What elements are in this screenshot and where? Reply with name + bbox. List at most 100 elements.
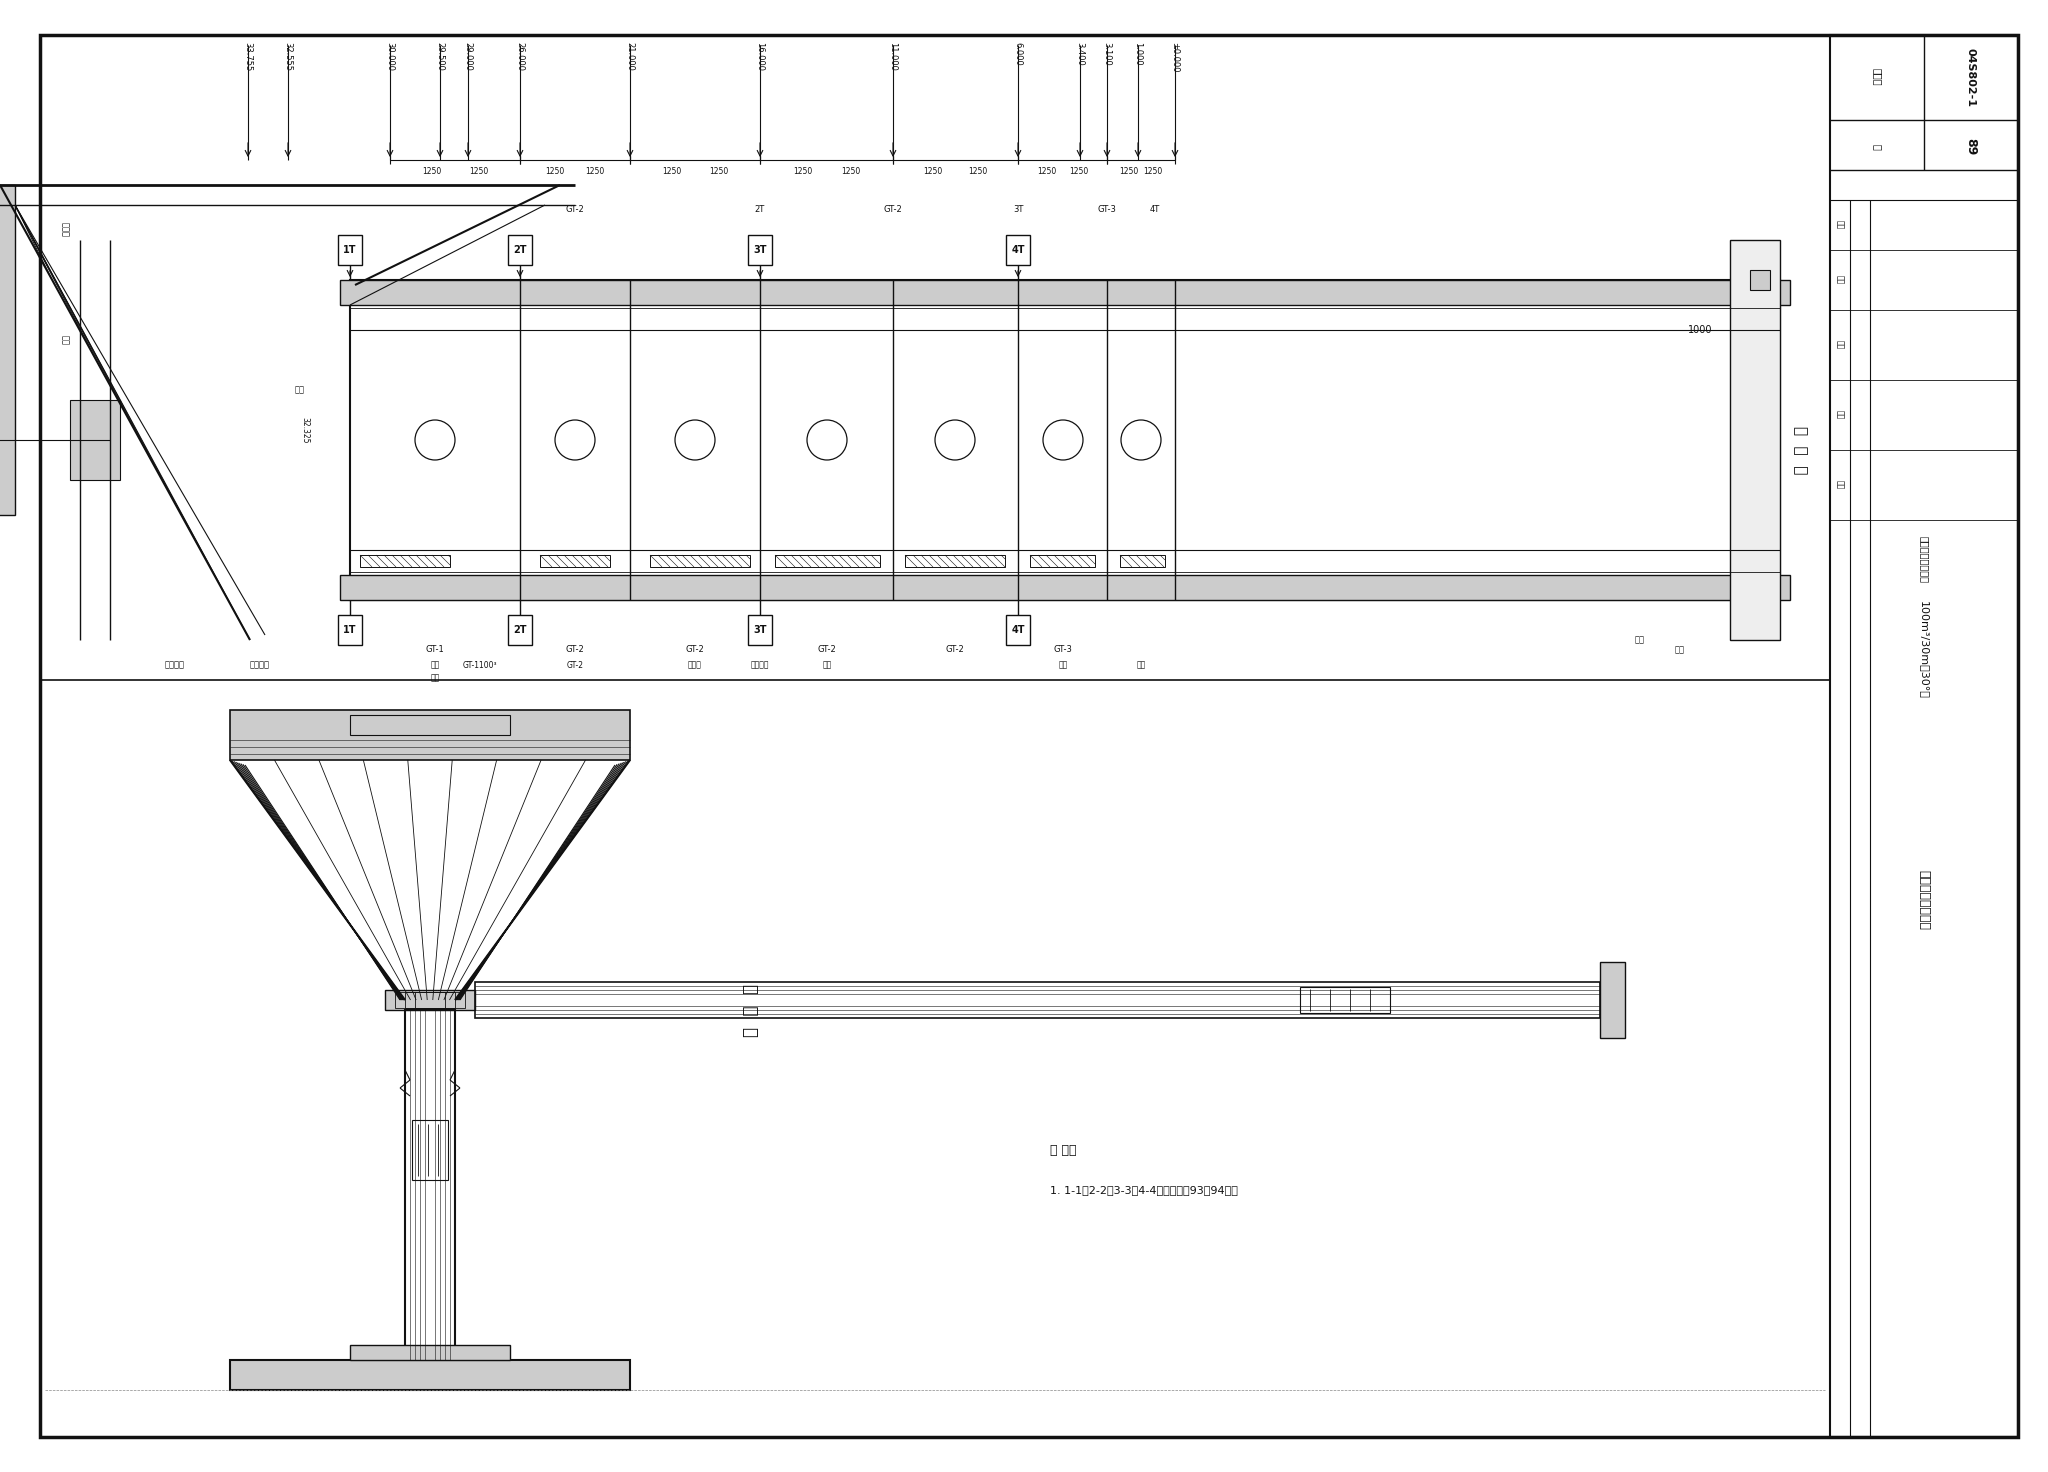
Bar [508, 236, 532, 265]
Text: 页: 页 [1872, 144, 1882, 150]
Bar [360, 555, 451, 567]
Bar [475, 982, 1599, 1019]
Text: 气窗: 气窗 [61, 336, 70, 344]
Bar [1831, 35, 2017, 1437]
Text: 水箱下壳: 水箱下壳 [250, 661, 270, 670]
Text: 1.000: 1.000 [1133, 43, 1143, 66]
Text: 1250: 1250 [586, 168, 604, 177]
Bar [541, 555, 610, 567]
Text: 3T: 3T [754, 626, 766, 634]
Text: 校对: 校对 [1835, 275, 1845, 284]
Text: 2T: 2T [756, 206, 766, 215]
Bar [340, 576, 1790, 601]
Text: 3.400: 3.400 [1075, 43, 1085, 66]
Text: GT-2: GT-2 [686, 646, 705, 655]
Text: 4T: 4T [1012, 626, 1024, 634]
Text: 6.000: 6.000 [1014, 43, 1022, 66]
Text: 描图: 描图 [1835, 480, 1845, 490]
Text: 1250: 1250 [1118, 168, 1139, 177]
Text: 1250: 1250 [924, 168, 942, 177]
Bar [229, 710, 631, 760]
Bar [649, 555, 750, 567]
Text: 1. 1-1、2-2、3-3、4-4剖面详见第93、94页。: 1. 1-1、2-2、3-3、4-4剖面详见第93、94页。 [1051, 1185, 1237, 1195]
Text: 人井: 人井 [295, 386, 305, 394]
Text: 26.000: 26.000 [516, 43, 524, 71]
Text: 16.000: 16.000 [756, 43, 764, 71]
Text: 3T: 3T [1014, 206, 1024, 215]
Bar [229, 1360, 631, 1390]
Text: 32.325: 32.325 [301, 417, 309, 443]
Text: 说 明：: 说 明： [1051, 1144, 1077, 1157]
Bar [385, 991, 475, 1010]
Text: 1250: 1250 [969, 168, 987, 177]
Text: 截水: 截水 [1634, 636, 1645, 645]
Text: 30.000: 30.000 [385, 43, 395, 71]
Text: 水泵平台: 水泵平台 [752, 661, 770, 670]
Bar [1006, 615, 1030, 645]
Bar [1599, 963, 1624, 1038]
Bar [350, 280, 1780, 601]
Bar [748, 615, 772, 645]
Text: 29.500: 29.500 [436, 43, 444, 71]
Bar [905, 555, 1006, 567]
Text: 设计: 设计 [1835, 340, 1845, 350]
Text: 1T: 1T [344, 626, 356, 634]
Bar [406, 1010, 455, 1360]
Bar [748, 236, 772, 265]
Text: 环板: 环板 [430, 661, 440, 670]
Text: 3T: 3T [754, 244, 766, 255]
Bar [350, 1345, 510, 1360]
Text: 2T: 2T [514, 244, 526, 255]
Text: 1250: 1250 [842, 168, 860, 177]
Text: 观察柱: 观察柱 [61, 222, 70, 237]
Text: 1250: 1250 [1036, 168, 1057, 177]
Bar [416, 992, 444, 1008]
Text: GT-2: GT-2 [565, 206, 584, 215]
Text: 水塔立面、剖面图: 水塔立面、剖面图 [1917, 870, 1931, 930]
Text: 剖  面  图: 剖 面 图 [1792, 425, 1808, 474]
Text: GT-2: GT-2 [567, 661, 584, 670]
Text: 图集号: 图集号 [1872, 68, 1882, 85]
Text: 100m³/30m（30°）: 100m³/30m（30°） [1919, 601, 1929, 699]
Bar [0, 185, 14, 515]
Bar [338, 236, 362, 265]
Bar [395, 992, 465, 1008]
Bar [1749, 269, 1769, 290]
Text: 32.555: 32.555 [283, 43, 293, 71]
Text: 1250: 1250 [422, 168, 440, 177]
Text: 11.000: 11.000 [889, 43, 897, 71]
Bar [70, 400, 121, 480]
Bar [1300, 988, 1391, 1013]
Bar [1731, 240, 1780, 640]
Text: 顶板: 顶板 [430, 674, 440, 683]
Bar [1030, 555, 1096, 567]
Text: 截水: 截水 [1137, 661, 1145, 670]
Text: GT-3: GT-3 [1053, 646, 1073, 655]
Text: 制图: 制图 [1835, 411, 1845, 420]
Text: 立  面  图: 立 面 图 [741, 983, 760, 1036]
Bar [406, 992, 455, 1008]
Text: GT-2: GT-2 [817, 646, 836, 655]
Text: 水箱上壳: 水箱上壳 [166, 661, 184, 670]
Text: GT-1: GT-1 [426, 646, 444, 655]
Text: 2T: 2T [514, 626, 526, 634]
Text: 采光管: 采光管 [688, 661, 702, 670]
Text: 4T: 4T [1012, 244, 1024, 255]
Text: 水塔立面、剖面图: 水塔立面、剖面图 [1919, 536, 1929, 583]
Text: ±0.000: ±0.000 [1171, 43, 1180, 72]
Text: 排水: 排水 [1059, 661, 1067, 670]
Bar [1006, 236, 1030, 265]
Text: GT-2: GT-2 [946, 646, 965, 655]
Text: 1250: 1250 [662, 168, 682, 177]
Text: 安装: 安装 [823, 661, 831, 670]
Text: 1250: 1250 [1069, 168, 1087, 177]
Text: GT-2: GT-2 [565, 646, 584, 655]
Bar [412, 1120, 449, 1181]
Bar [1120, 555, 1165, 567]
Bar [338, 615, 362, 645]
Bar [340, 280, 1790, 305]
Text: 基础: 基础 [1675, 646, 1686, 655]
Text: 1T: 1T [344, 244, 356, 255]
Text: 33.755: 33.755 [244, 43, 252, 71]
Text: 3.100: 3.100 [1102, 43, 1112, 66]
